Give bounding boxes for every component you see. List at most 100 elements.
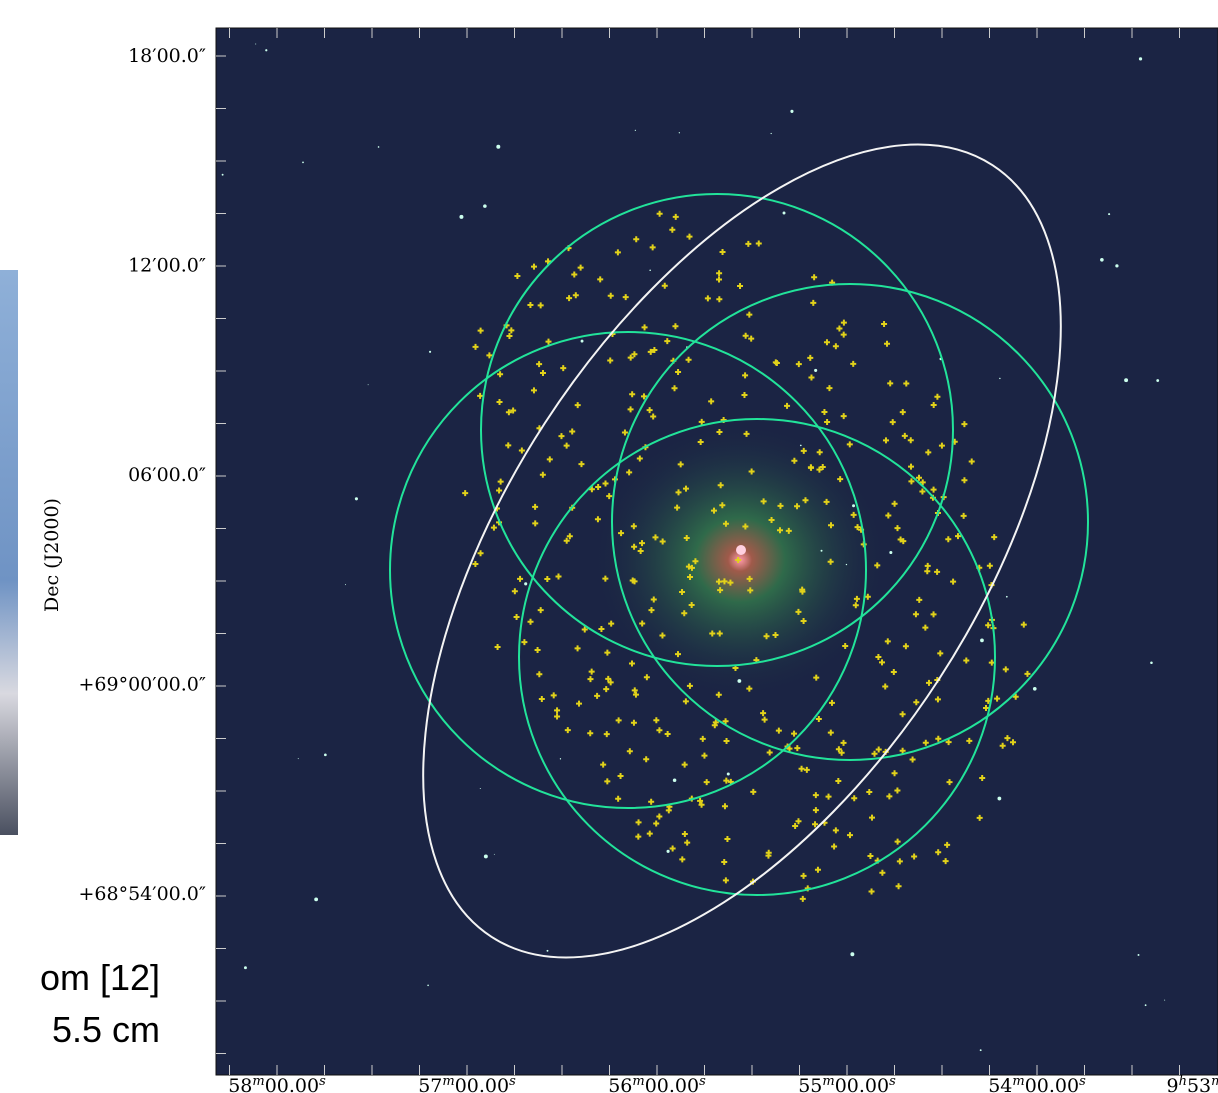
star bbox=[560, 758, 561, 759]
star bbox=[850, 952, 854, 956]
star bbox=[649, 269, 651, 271]
y-axis-title: Dec (J2000) bbox=[41, 498, 63, 612]
star bbox=[345, 584, 346, 585]
star bbox=[1150, 661, 1153, 664]
star bbox=[1156, 379, 1159, 382]
star bbox=[302, 162, 304, 164]
star bbox=[889, 551, 892, 554]
star bbox=[1033, 687, 1037, 691]
star bbox=[244, 966, 247, 969]
star bbox=[1006, 596, 1008, 598]
star bbox=[480, 788, 481, 789]
label-part: m bbox=[252, 1074, 264, 1089]
label-part: 00.00 bbox=[455, 1075, 509, 1093]
star bbox=[255, 44, 256, 45]
star bbox=[999, 378, 1000, 379]
label-part: s bbox=[1079, 1074, 1086, 1089]
star bbox=[1124, 378, 1128, 382]
star bbox=[997, 797, 1001, 801]
star bbox=[547, 950, 549, 952]
star bbox=[1139, 57, 1142, 60]
star bbox=[790, 110, 793, 113]
star bbox=[496, 145, 500, 149]
star bbox=[814, 369, 817, 372]
label-part: 53 bbox=[1187, 1075, 1211, 1093]
label-part: 56 bbox=[608, 1075, 632, 1093]
star bbox=[980, 1049, 982, 1051]
y-tick-label: 12′00.0″ bbox=[128, 255, 206, 277]
label-part: 00.00 bbox=[645, 1075, 699, 1093]
star bbox=[1164, 1000, 1165, 1001]
x-tick-label: 54m00.00s bbox=[988, 1074, 1086, 1093]
label-part: s bbox=[509, 1074, 516, 1089]
x-tick-label: 57m00.00s bbox=[418, 1074, 516, 1093]
side-text: om [12] 5.5 cm bbox=[40, 957, 160, 1050]
star bbox=[980, 638, 984, 642]
star bbox=[800, 445, 802, 447]
star bbox=[494, 854, 495, 855]
star bbox=[581, 340, 584, 343]
label-part: 00.00 bbox=[1025, 1075, 1079, 1093]
star bbox=[1115, 264, 1118, 267]
y-tick-label: 06′00.0″ bbox=[128, 464, 206, 486]
star bbox=[846, 564, 847, 565]
label-part: m bbox=[1211, 1074, 1218, 1089]
side-line: om [12] bbox=[40, 957, 160, 998]
label-part: s bbox=[319, 1074, 326, 1089]
star bbox=[821, 550, 823, 552]
y-tick-label: +68°54′00.0″ bbox=[79, 883, 207, 905]
star bbox=[667, 850, 670, 853]
star bbox=[737, 679, 741, 683]
label-part: 00.00 bbox=[835, 1075, 889, 1093]
star bbox=[378, 146, 380, 148]
star bbox=[771, 133, 772, 134]
label-part: s bbox=[699, 1074, 706, 1089]
label-part: 00.00 bbox=[265, 1075, 319, 1093]
star bbox=[324, 754, 327, 757]
slide: Dec (J2000) 18′00.0″ 12′00.0″ 06′00.0″ +69°… bbox=[0, 0, 1218, 1093]
star bbox=[524, 582, 527, 585]
galaxy-core bbox=[736, 545, 746, 555]
star bbox=[852, 504, 855, 507]
star bbox=[427, 985, 429, 987]
star bbox=[635, 130, 636, 131]
x-tick-label: 55m00.00s bbox=[798, 1074, 896, 1093]
star bbox=[1138, 954, 1140, 956]
star bbox=[783, 212, 786, 215]
star bbox=[1100, 258, 1104, 262]
label-part: 55 bbox=[798, 1075, 822, 1093]
label-part: m bbox=[822, 1074, 834, 1089]
star bbox=[727, 773, 730, 776]
y-tick-label: +69°00′00.0″ bbox=[79, 674, 207, 696]
star bbox=[459, 215, 463, 219]
label-part: m bbox=[442, 1074, 454, 1089]
star bbox=[673, 779, 677, 783]
star bbox=[298, 758, 299, 759]
star bbox=[222, 174, 224, 176]
photo-fragment bbox=[0, 270, 18, 835]
star bbox=[368, 384, 369, 385]
page: {"y_axis": {"title": "Dec (J2000)", "lab… bbox=[0, 0, 1218, 1093]
label-part: m bbox=[632, 1074, 644, 1089]
star bbox=[314, 897, 318, 901]
star bbox=[355, 497, 358, 500]
side-line: 5.5 cm bbox=[52, 1009, 160, 1050]
x-tick-label: 9h53m bbox=[1167, 1074, 1218, 1093]
star bbox=[429, 351, 431, 353]
star bbox=[484, 854, 488, 858]
y-tick-label: 18′00.0″ bbox=[128, 45, 206, 67]
label-part: 54 bbox=[988, 1075, 1012, 1093]
star bbox=[679, 132, 680, 133]
star bbox=[1108, 213, 1110, 215]
star bbox=[483, 204, 487, 208]
label-part: 57 bbox=[418, 1075, 442, 1093]
label-part: 9 bbox=[1167, 1075, 1179, 1093]
star bbox=[1145, 1004, 1147, 1006]
label-part: h bbox=[1179, 1074, 1187, 1089]
label-part: s bbox=[889, 1074, 896, 1089]
x-tick-label: 58m00.00s bbox=[228, 1074, 326, 1093]
star bbox=[265, 49, 267, 51]
label-part: m bbox=[1012, 1074, 1024, 1089]
x-tick-label: 56m00.00s bbox=[608, 1074, 706, 1093]
label-part: 58 bbox=[228, 1075, 252, 1093]
